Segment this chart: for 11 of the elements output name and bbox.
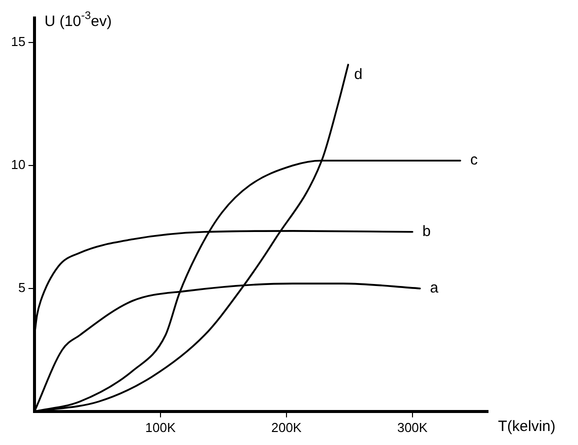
series-label: c <box>470 152 478 169</box>
x-tick-label: 100K <box>145 420 176 435</box>
y-tick-label: 5 <box>18 280 26 296</box>
y-tick-label: 15 <box>10 34 26 50</box>
y-tick-label: 10 <box>10 157 26 172</box>
x-axis-title: T(kelvin) <box>498 418 556 436</box>
x-tick-label: 300K <box>397 420 428 435</box>
series-label: b <box>422 223 431 240</box>
series-label: a <box>430 280 439 297</box>
x-tick-label: 200K <box>271 420 302 435</box>
series-label: d <box>354 66 362 83</box>
